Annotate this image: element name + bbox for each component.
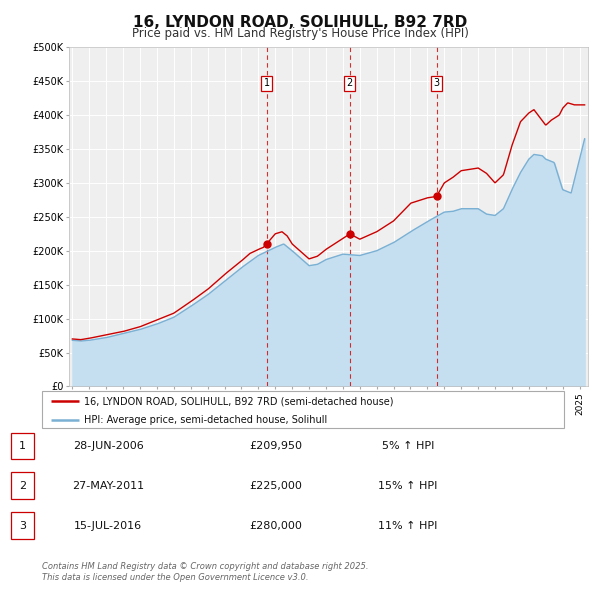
Text: 2: 2 (347, 78, 353, 88)
Text: 15% ↑ HPI: 15% ↑ HPI (379, 481, 437, 490)
Text: Contains HM Land Registry data © Crown copyright and database right 2025.
This d: Contains HM Land Registry data © Crown c… (42, 562, 368, 582)
Text: £225,000: £225,000 (250, 481, 302, 490)
Text: 1: 1 (19, 441, 26, 451)
Text: 3: 3 (19, 521, 26, 530)
Text: HPI: Average price, semi-detached house, Solihull: HPI: Average price, semi-detached house,… (84, 415, 327, 425)
Text: £209,950: £209,950 (250, 441, 302, 451)
Text: 5% ↑ HPI: 5% ↑ HPI (382, 441, 434, 451)
Text: 16, LYNDON ROAD, SOLIHULL, B92 7RD: 16, LYNDON ROAD, SOLIHULL, B92 7RD (133, 15, 467, 30)
Text: 27-MAY-2011: 27-MAY-2011 (72, 481, 144, 490)
Text: 2: 2 (19, 481, 26, 490)
Text: 28-JUN-2006: 28-JUN-2006 (73, 441, 143, 451)
Text: 1: 1 (263, 78, 269, 88)
Text: £280,000: £280,000 (250, 521, 302, 530)
Text: 16, LYNDON ROAD, SOLIHULL, B92 7RD (semi-detached house): 16, LYNDON ROAD, SOLIHULL, B92 7RD (semi… (84, 396, 393, 407)
Text: Price paid vs. HM Land Registry's House Price Index (HPI): Price paid vs. HM Land Registry's House … (131, 27, 469, 40)
Text: 3: 3 (433, 78, 440, 88)
Text: 11% ↑ HPI: 11% ↑ HPI (379, 521, 437, 530)
Text: 15-JUL-2016: 15-JUL-2016 (74, 521, 142, 530)
